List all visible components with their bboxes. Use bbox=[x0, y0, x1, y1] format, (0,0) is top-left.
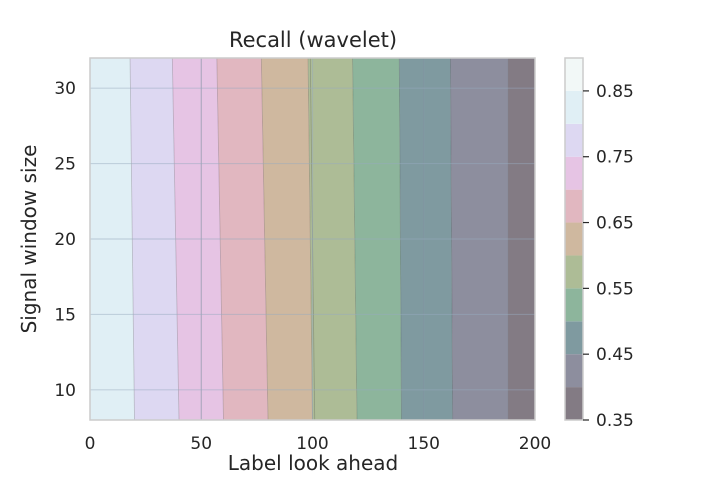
contour-band-edge bbox=[129, 57, 135, 421]
colorbar-tick-label: 0.85 bbox=[596, 82, 634, 102]
contour-band bbox=[450, 58, 509, 420]
colorbar-swatch bbox=[565, 387, 583, 420]
contour-band bbox=[399, 58, 453, 420]
contour-bands bbox=[90, 57, 535, 421]
contour-band-edge bbox=[307, 57, 313, 421]
contour-band bbox=[308, 58, 357, 420]
y-axis-label: Signal window size bbox=[17, 145, 41, 334]
x-tick-label: 200 bbox=[519, 434, 551, 454]
colorbar-swatch bbox=[565, 58, 583, 91]
x-tick-label: 150 bbox=[408, 434, 440, 454]
colorbar-swatch bbox=[565, 288, 583, 322]
colorbar-tick-label: 0.55 bbox=[596, 279, 634, 299]
contour-band bbox=[90, 58, 135, 420]
colorbar-tick-label: 0.35 bbox=[596, 411, 634, 431]
contour-band bbox=[130, 58, 179, 420]
contour-band-edge bbox=[398, 57, 402, 421]
contour-band bbox=[261, 58, 313, 420]
colorbar-swatch bbox=[565, 123, 583, 157]
y-axis-ticks: 10 15 20 25 30 bbox=[54, 79, 76, 401]
colorbar-swatch bbox=[565, 321, 583, 355]
plot-area bbox=[89, 57, 536, 421]
contour-band-edge bbox=[352, 57, 358, 421]
y-tick-label: 25 bbox=[54, 155, 76, 175]
colorbar: 0.35 0.45 0.55 0.65 0.75 0.85 bbox=[564, 57, 634, 431]
plot-frame bbox=[89, 57, 536, 421]
colorbar-tick-label: 0.45 bbox=[596, 345, 634, 365]
y-tick-label: 15 bbox=[54, 305, 76, 325]
colorbar-tick-label: 0.65 bbox=[596, 214, 634, 234]
contour-band bbox=[172, 58, 224, 420]
contour-line bbox=[309, 57, 316, 421]
colorbar-ticks: 0.35 0.45 0.55 0.65 0.75 0.85 bbox=[583, 82, 634, 431]
y-tick-label: 10 bbox=[54, 381, 76, 401]
contour-band bbox=[352, 58, 402, 420]
colorbar-swatch bbox=[565, 222, 583, 256]
contour-band bbox=[508, 58, 535, 420]
contour-band-edge bbox=[450, 57, 454, 421]
y-tick-label: 20 bbox=[54, 230, 76, 250]
contour-band-edge bbox=[171, 57, 180, 421]
colorbar-swatches bbox=[565, 58, 583, 420]
contour-lines bbox=[200, 57, 425, 421]
x-axis-label: Label look ahead bbox=[228, 451, 398, 475]
colorbar-frame bbox=[564, 57, 584, 421]
colorbar-tick-label: 0.75 bbox=[596, 148, 634, 168]
colorbar-swatch bbox=[565, 156, 583, 190]
colorbar-swatch bbox=[565, 255, 583, 289]
colorbar-swatch bbox=[565, 90, 583, 124]
y-tick-label: 30 bbox=[54, 79, 76, 99]
x-axis-ticks: 0 50 100 150 200 bbox=[85, 434, 552, 454]
x-tick-label: 50 bbox=[190, 434, 212, 454]
grid-lines bbox=[90, 58, 535, 420]
chart-title: Recall (wavelet) bbox=[229, 28, 397, 52]
colorbar-swatch bbox=[565, 354, 583, 388]
colorbar-swatch bbox=[565, 189, 583, 223]
contour-band-edge bbox=[216, 57, 224, 421]
x-tick-label: 0 bbox=[85, 434, 96, 454]
contour-band-edge bbox=[260, 57, 269, 421]
contour-band bbox=[216, 58, 268, 420]
x-tick-label: 100 bbox=[296, 434, 328, 454]
